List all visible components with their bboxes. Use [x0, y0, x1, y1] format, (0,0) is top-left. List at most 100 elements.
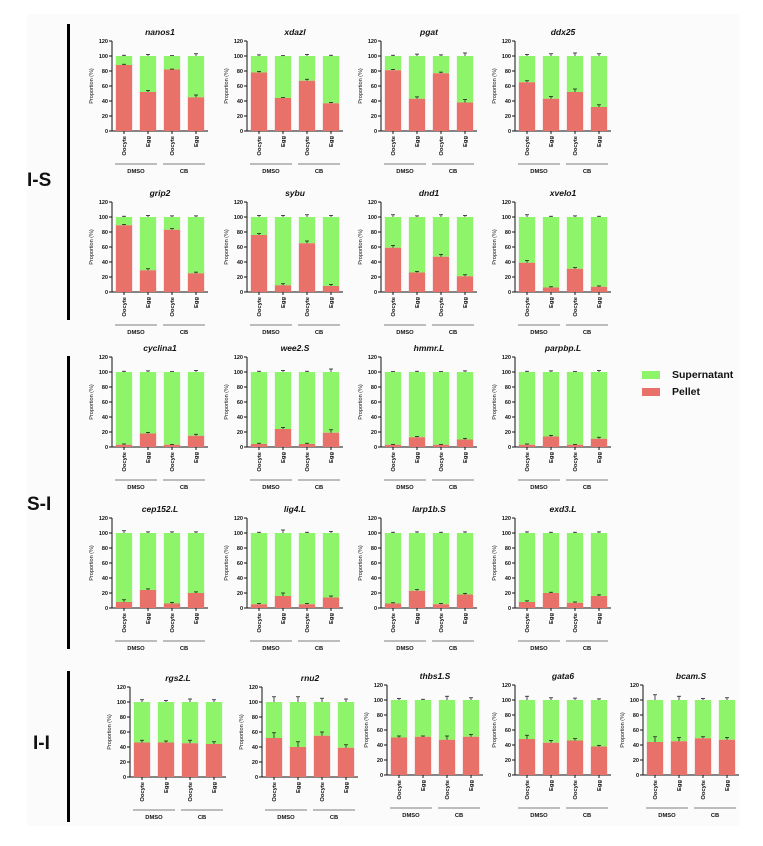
y-axis-label: Proportion (%): [89, 545, 95, 581]
y-tick-label: 60: [252, 730, 258, 736]
bar-supernatant: [462, 700, 480, 737]
y-tick-label: 100: [99, 370, 108, 376]
y-tick-label: 20: [237, 114, 243, 120]
bar-supernatant: [274, 372, 292, 429]
x-tick-label: Oocyte: [701, 779, 707, 799]
x-tick-label: Egg: [164, 782, 170, 793]
y-tick-label: 20: [505, 430, 511, 436]
bar-supernatant: [408, 533, 426, 591]
treatment-label: CB: [315, 646, 323, 652]
bar-pellet: [518, 602, 536, 608]
y-tick-label: 120: [502, 516, 511, 522]
y-tick-label: 0: [240, 445, 243, 451]
bar-pellet: [432, 73, 450, 131]
y-tick-label: 80: [252, 715, 258, 721]
chart-title: gata6: [551, 671, 574, 681]
y-tick-label: 100: [234, 531, 243, 537]
x-tick-label: Oocyte: [653, 779, 659, 799]
x-tick-label: Oocyte: [122, 451, 128, 471]
chart-title: hmmr.L: [414, 343, 445, 353]
y-tick-label: 20: [102, 591, 108, 597]
group-bracket-i-i: [67, 671, 70, 822]
x-tick-label: Egg: [146, 136, 152, 147]
bar-pellet: [322, 432, 340, 447]
y-tick-label: 20: [237, 591, 243, 597]
x-tick-label: Egg: [281, 452, 287, 463]
y-tick-label: 0: [255, 775, 258, 781]
bar-supernatant: [250, 533, 268, 605]
chart-panel-larp1b-S: larp1b.S Proportion (%) 0 20 40 60 80 100 120 Ooc…: [358, 504, 477, 652]
chart-panel-lig4-L: lig4.L Proportion (%) 0 20 40 60 80 100 120 Oocyt…: [224, 504, 343, 652]
x-tick-label: Oocyte: [170, 612, 176, 632]
bar-pellet: [205, 744, 223, 777]
x-tick-label: Egg: [194, 297, 200, 308]
x-tick-label: Oocyte: [439, 612, 445, 632]
bar-supernatant: [250, 372, 268, 444]
bar-supernatant: [322, 372, 340, 433]
bar-supernatant: [646, 700, 664, 742]
y-axis-label: Proportion (%): [89, 229, 95, 265]
treatment-label: CB: [449, 646, 457, 652]
bar-pellet: [274, 98, 292, 131]
y-tick-label: 40: [252, 745, 258, 751]
bar-pellet: [322, 103, 340, 131]
x-tick-label: Oocyte: [257, 451, 263, 471]
y-tick-label: 0: [636, 773, 639, 779]
y-tick-label: 100: [368, 215, 377, 221]
bar-supernatant: [566, 56, 584, 92]
y-tick-label: 120: [99, 39, 108, 45]
x-tick-label: Oocyte: [170, 135, 176, 155]
x-tick-label: Egg: [597, 613, 603, 624]
y-tick-label: 60: [237, 245, 243, 251]
chart-title: grip2: [149, 188, 171, 198]
y-tick-label: 100: [234, 215, 243, 221]
y-tick-label: 40: [371, 415, 377, 421]
bar-supernatant: [566, 372, 584, 445]
y-tick-label: 80: [371, 385, 377, 391]
y-tick-label: 40: [505, 743, 511, 749]
bar-pellet: [298, 444, 316, 447]
x-tick-label: Oocyte: [391, 296, 397, 316]
treatment-label: DMSO: [530, 330, 548, 336]
y-axis-label: Proportion (%): [358, 384, 364, 420]
group-bracket-s-i: [67, 356, 70, 649]
bar-pellet: [250, 235, 268, 292]
x-tick-label: Egg: [415, 136, 421, 147]
bar-supernatant: [187, 372, 205, 436]
y-tick-label: 120: [502, 355, 511, 361]
chart-title: pgat: [419, 27, 439, 37]
group-bracket-i-s: [67, 24, 70, 320]
y-tick-label: 40: [120, 745, 126, 751]
legend-swatch-supernatant: [642, 371, 660, 379]
y-tick-label: 120: [99, 200, 108, 206]
bar-pellet: [298, 604, 316, 608]
bar-pellet: [384, 247, 402, 292]
bar-pellet: [384, 603, 402, 608]
treatment-label: CB: [180, 485, 188, 491]
y-tick-label: 0: [123, 775, 126, 781]
treatment-label: CB: [315, 485, 323, 491]
chart-panel-sybu: sybu Proportion (%) 0 20 40 60 80 100 120 Oocyte E…: [224, 188, 343, 336]
y-axis-label: Proportion (%): [358, 229, 364, 265]
bar-supernatant: [456, 533, 474, 595]
y-tick-label: 20: [252, 760, 258, 766]
bar-pellet: [566, 444, 584, 447]
bar-supernatant: [694, 700, 712, 739]
bar-pellet: [408, 437, 426, 447]
y-tick-label: 0: [105, 290, 108, 296]
y-tick-label: 40: [505, 576, 511, 582]
y-tick-label: 120: [249, 685, 258, 691]
bar-supernatant: [384, 533, 402, 604]
bar-supernatant: [438, 700, 456, 740]
chart-title: xdazl: [283, 27, 306, 37]
treatment-label: CB: [583, 646, 591, 652]
y-tick-label: 40: [505, 415, 511, 421]
group-label-i-s: I-S: [27, 170, 52, 191]
bar-supernatant: [518, 533, 536, 602]
bar-supernatant: [408, 372, 426, 438]
y-tick-label: 20: [102, 114, 108, 120]
y-axis-label: Proportion (%): [620, 712, 626, 748]
bar-pellet: [590, 286, 608, 292]
x-tick-label: Oocyte: [320, 781, 326, 801]
y-tick-label: 60: [505, 84, 511, 90]
